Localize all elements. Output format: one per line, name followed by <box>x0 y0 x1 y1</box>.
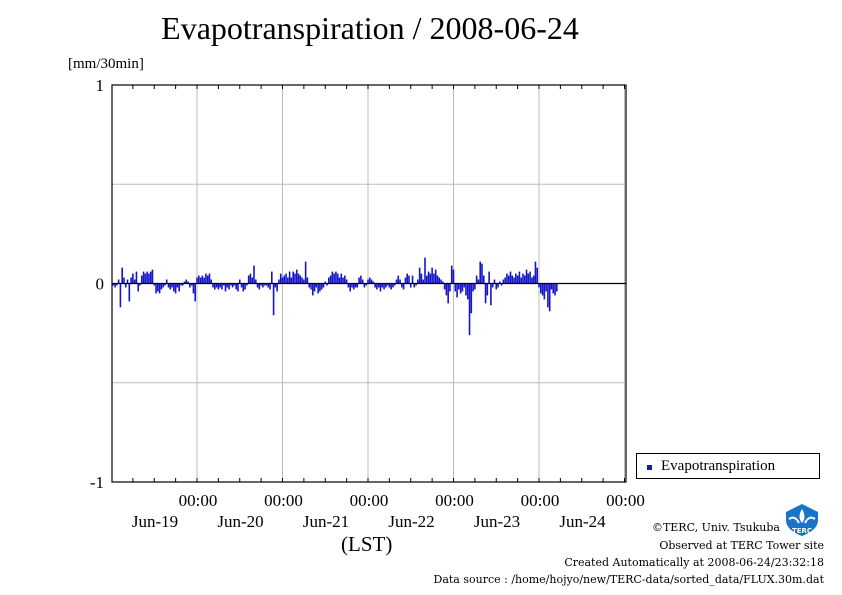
chart-title: Evapotranspiration / 2008-06-24 <box>161 10 579 46</box>
x-tick-date: Jun-24 <box>559 512 606 531</box>
y-tick-label: -1 <box>90 473 104 492</box>
x-tick-time: 00:00 <box>350 491 389 510</box>
x-tick-time: 00:00 <box>264 491 303 510</box>
legend: Evapotranspiration <box>636 453 820 479</box>
x-tick-date: Jun-19 <box>132 512 178 531</box>
x-tick-time: 00:00 <box>179 491 218 510</box>
footer-copyright: ©TERC, Univ. Tsukuba <box>651 521 780 534</box>
x-tick-date: Jun-20 <box>217 512 263 531</box>
x-tick-date: Jun-21 <box>303 512 349 531</box>
x-tick-date: Jun-22 <box>388 512 434 531</box>
logo-text: TERC <box>792 527 812 535</box>
x-tick-date: Jun-23 <box>474 512 520 531</box>
x-axis-label: (LST) <box>341 532 393 556</box>
footer-observed: Observed at TERC Tower site <box>659 539 824 552</box>
axes <box>111 84 627 483</box>
x-tick-time: 00:00 <box>606 491 645 510</box>
x-tick-labels: 00:00Jun-1900:00Jun-2000:00Jun-2100:00Ju… <box>132 491 645 531</box>
series-bars <box>112 257 558 336</box>
legend-swatch <box>647 465 652 470</box>
x-tick-time: 00:00 <box>521 491 560 510</box>
terc-logo-icon: TERC <box>783 503 821 537</box>
footer-source: Data source : /home/hojyo/new/TERC-data/… <box>433 573 825 586</box>
y-unit-label: [mm/30min] <box>68 56 144 72</box>
y-tick-label: 0 <box>96 275 105 294</box>
legend-label: Evapotranspiration <box>661 458 776 474</box>
x-tick-time: 00:00 <box>435 491 474 510</box>
y-tick-label: 1 <box>96 76 105 95</box>
footer-created: Created Automatically at 2008-06-24/23:3… <box>564 556 824 569</box>
y-tick-labels: 1 0 -1 <box>90 76 104 492</box>
